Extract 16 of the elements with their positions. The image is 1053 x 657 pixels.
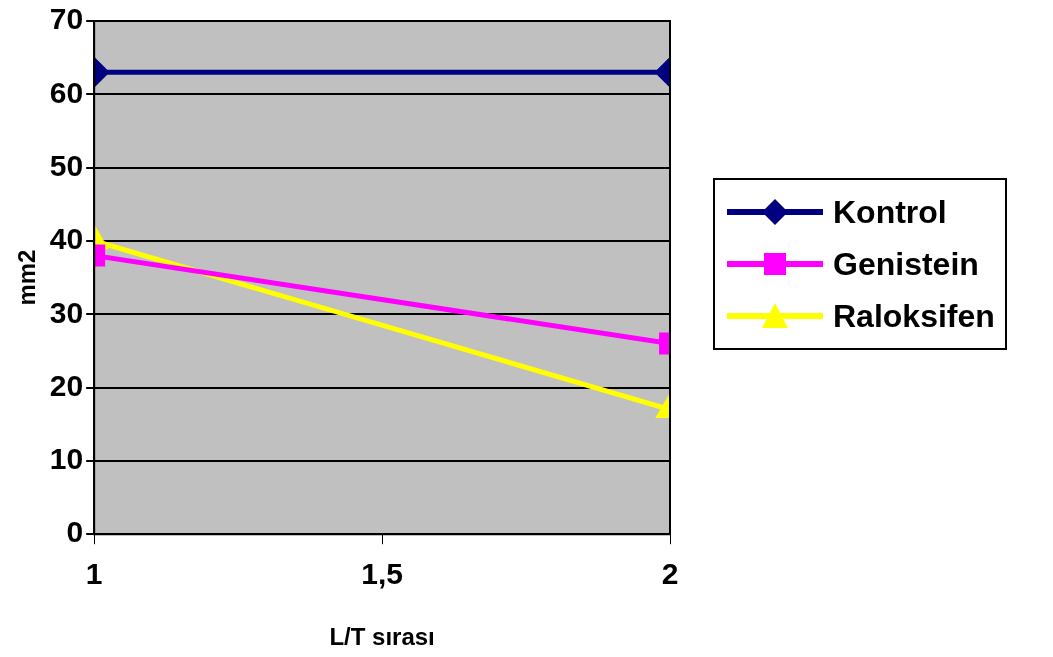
y-tick-label: 20 (49, 368, 84, 402)
x-tick-label: 1 (85, 557, 103, 591)
x-tick-label: 1,5 (361, 557, 403, 591)
y-tick-label: 40 (49, 222, 84, 256)
y-tick-label: 70 (49, 2, 84, 36)
x-axis-title: L/T sırası (329, 623, 435, 651)
x-tick-label: 2 (661, 557, 679, 591)
y-tick-label: 10 (49, 442, 84, 476)
legend-label: Kontrol (833, 193, 947, 231)
y-tick-label: 50 (49, 148, 84, 182)
y-axis-title: mm2 (13, 249, 41, 306)
legend-label: Raloksifen (833, 297, 995, 335)
legend-label: Genistein (833, 245, 979, 283)
y-tick-label: 0 (66, 515, 84, 549)
y-tick-label: 60 (49, 75, 84, 109)
y-tick-label: 30 (49, 295, 84, 329)
